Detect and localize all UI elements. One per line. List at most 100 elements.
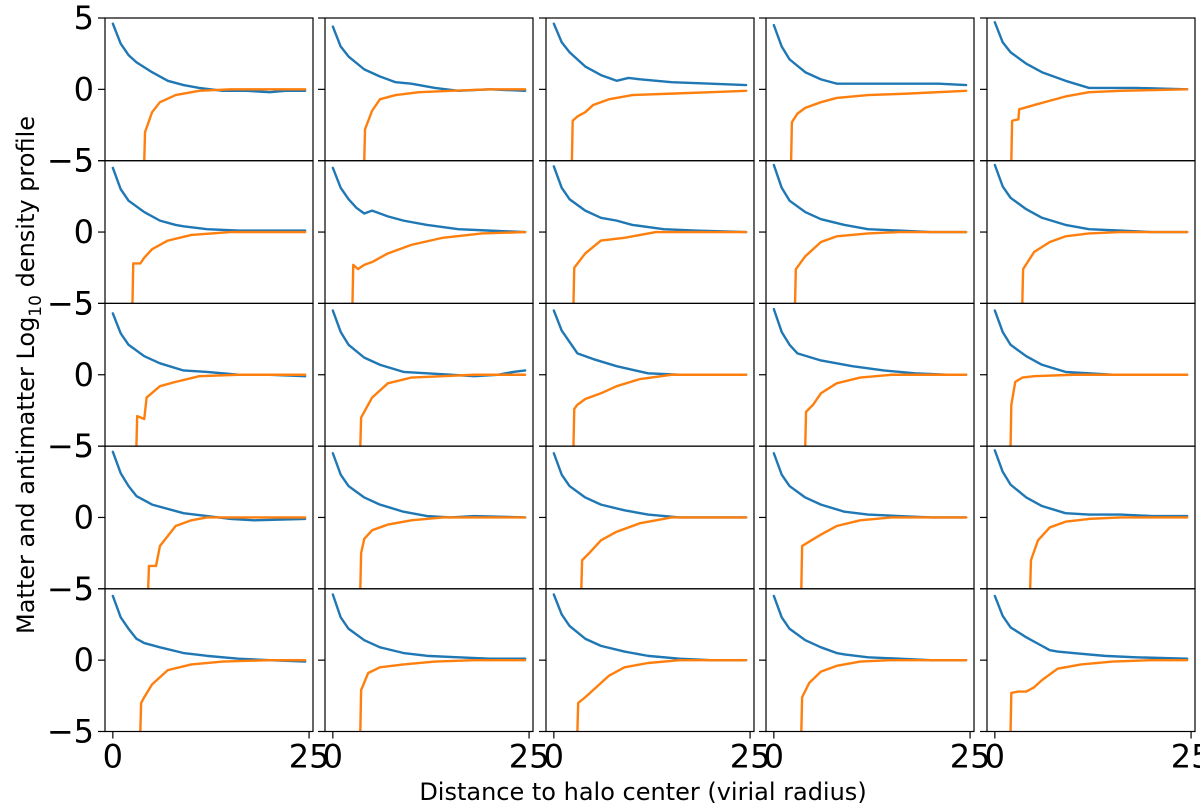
antimatter-profile-line xyxy=(800,516,968,589)
matter-profile-line xyxy=(772,163,968,234)
subplot-r4-c4: 0 25 xyxy=(980,588,1200,776)
y-axis-label: Matter and antimatter Log10 density prof… xyxy=(12,116,46,634)
antimatter-profile-line xyxy=(359,373,527,447)
y-tick-label: −5 xyxy=(47,142,94,180)
y-tick-label: 0 xyxy=(74,641,94,679)
antimatter-profile-line xyxy=(135,373,307,447)
matter-profile-line xyxy=(552,309,748,376)
antimatter-profile-line xyxy=(139,658,307,732)
subplot-r2-c1 xyxy=(318,302,534,447)
matter-profile-line xyxy=(993,594,1189,660)
x-tick-label: 0 xyxy=(323,738,343,776)
y-tick-label: −5 xyxy=(47,713,94,751)
matter-profile-line xyxy=(111,450,307,522)
matter-profile-line xyxy=(552,452,748,519)
antimatter-profile-line xyxy=(143,88,307,161)
y-tick-label: 5 xyxy=(74,0,94,37)
subplot-grid: 50−550−550−550−550−5025025025025025 xyxy=(47,0,1200,776)
y-tick-label: 0 xyxy=(74,356,94,394)
subplot-r4-c2: 0 25 xyxy=(539,588,771,776)
x-tick-label: 25 xyxy=(509,738,550,776)
matter-profile-line xyxy=(552,165,748,234)
antimatter-profile-line xyxy=(793,230,968,304)
subplot-r3-c2 xyxy=(539,445,755,590)
antimatter-profile-line xyxy=(572,373,748,447)
matter-profile-line xyxy=(331,593,527,660)
y-tick-label: 5 xyxy=(74,142,94,180)
x-tick-label: 25 xyxy=(1171,738,1200,776)
x-axis-label: Distance to halo center (virial radius) xyxy=(419,778,866,806)
x-tick-label: 0 xyxy=(985,738,1005,776)
matter-profile-line xyxy=(772,23,968,87)
subplot-r2-c4 xyxy=(980,302,1196,447)
matter-profile-line xyxy=(111,22,307,94)
antimatter-profile-line xyxy=(146,516,307,589)
y-tick-label: 0 xyxy=(74,70,94,108)
antimatter-profile-line xyxy=(359,658,527,732)
y-tick-label: 5 xyxy=(74,427,94,465)
subplot-r4-c0: 50−50 25 xyxy=(47,570,330,776)
matter-profile-line xyxy=(331,452,527,519)
subplot-r0-c3 xyxy=(759,17,975,162)
subplot-r4-c1: 0 25 xyxy=(318,588,550,776)
antimatter-profile-line xyxy=(1010,88,1189,161)
subplot-r2-c2 xyxy=(539,302,755,447)
antimatter-profile-line xyxy=(800,658,968,732)
y-tick-label: 0 xyxy=(74,498,94,536)
matter-profile-line xyxy=(111,166,307,232)
antimatter-profile-line xyxy=(351,230,527,304)
y-axis-label-main: Matter and antimatter Log xyxy=(12,317,40,634)
subplot-frame xyxy=(545,17,755,162)
antimatter-profile-line xyxy=(570,89,748,161)
x-tick-label: 25 xyxy=(950,738,991,776)
subplot-r3-c1 xyxy=(318,445,534,590)
antimatter-profile-line xyxy=(580,516,748,589)
antimatter-profile-line xyxy=(576,658,748,732)
x-tick-label: 0 xyxy=(544,738,564,776)
subplot-r3-c0: 5 0 −5 xyxy=(47,427,314,608)
y-tick-label: 5 xyxy=(74,284,94,322)
matter-profile-line xyxy=(111,312,307,378)
y-tick-label: −5 xyxy=(47,570,94,608)
matter-profile-line xyxy=(993,163,1189,234)
subplot-r2-c3 xyxy=(759,302,975,447)
antimatter-profile-line xyxy=(1028,516,1189,589)
y-axis-label-rest: density profile xyxy=(12,116,40,295)
antimatter-profile-line xyxy=(1021,230,1189,304)
antimatter-profile-line xyxy=(359,516,527,589)
y-tick-label: −5 xyxy=(47,284,94,322)
subplot-r0-c1 xyxy=(318,17,534,162)
matter-profile-line xyxy=(993,21,1189,91)
antimatter-profile-line xyxy=(1009,373,1189,447)
subplot-r4-c3: 0 25 xyxy=(759,588,991,776)
y-tick-label: 5 xyxy=(74,570,94,608)
subplot-r1-c4 xyxy=(980,160,1196,304)
matter-profile-line xyxy=(552,22,748,87)
antimatter-profile-line xyxy=(572,230,748,304)
subplot-r0-c2 xyxy=(539,17,755,162)
subplot-r1-c3 xyxy=(759,160,975,304)
subplot-frame xyxy=(765,17,975,162)
subplot-r1-c2 xyxy=(539,160,755,304)
matter-profile-line xyxy=(772,452,968,519)
antimatter-profile-line xyxy=(789,89,968,161)
antimatter-profile-line xyxy=(363,88,527,161)
y-axis-label-subscript: 10 xyxy=(26,295,46,317)
matter-profile-line xyxy=(331,309,527,378)
x-tick-label: 25 xyxy=(289,738,330,776)
subplot-r0-c0: 5 0 −5 xyxy=(47,0,314,180)
antimatter-profile-line xyxy=(1009,658,1189,732)
subplot-r3-c4 xyxy=(980,445,1196,590)
matter-profile-line xyxy=(772,594,968,662)
subplot-r1-c1 xyxy=(318,160,534,304)
x-tick-label: 25 xyxy=(730,738,771,776)
matter-profile-line xyxy=(331,25,527,92)
x-tick-label: 0 xyxy=(764,738,784,776)
matter-profile-line xyxy=(111,594,307,663)
antimatter-profile-line xyxy=(131,230,307,304)
subplot-r3-c3 xyxy=(759,445,975,590)
y-tick-label: −5 xyxy=(47,427,94,465)
matter-profile-line xyxy=(993,449,1189,518)
matter-profile-line xyxy=(331,166,527,234)
